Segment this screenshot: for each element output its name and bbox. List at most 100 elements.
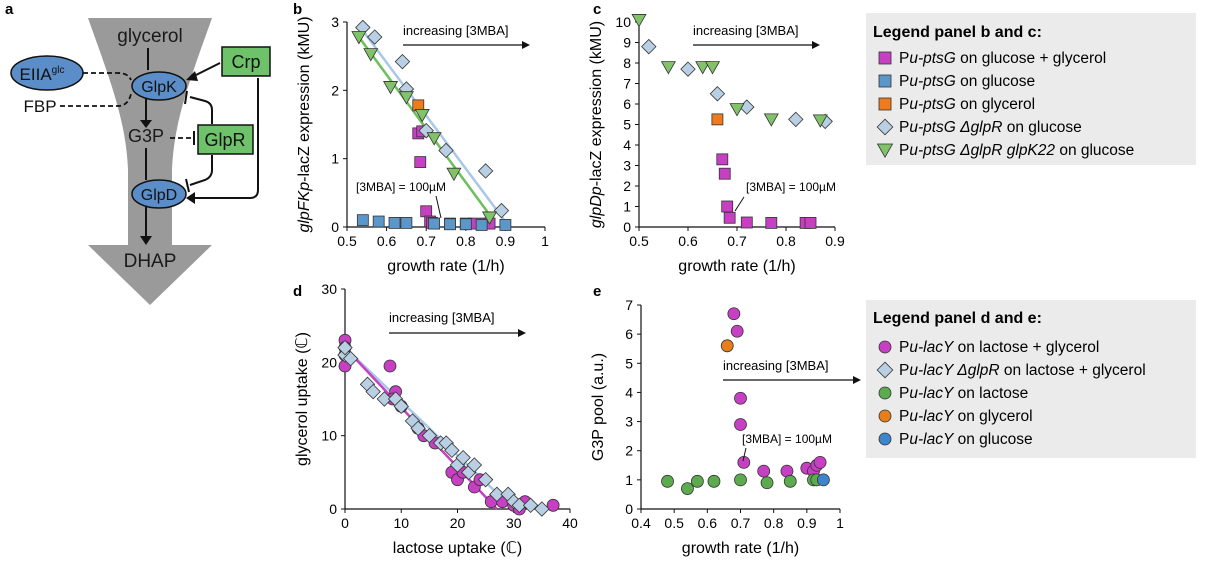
mba100-pointer-b	[435, 195, 442, 219]
data-point-b-3	[493, 202, 510, 219]
legend-bc-item-pre: P	[899, 50, 909, 67]
legend-de-item-rest: on lactose	[953, 385, 1028, 402]
legend-de-item-rest: on glycerol	[953, 408, 1032, 425]
y-tick-label-e: 5	[625, 355, 633, 371]
data-point-b-3	[438, 142, 454, 159]
legend-bc-marker	[878, 51, 892, 65]
data-point-c-0	[804, 216, 817, 229]
data-point-c-0	[740, 216, 753, 229]
legend-de-item-rest: on glucose	[953, 431, 1032, 448]
eiia-label-main: EIIA	[20, 65, 53, 84]
data-point-d-1	[444, 442, 460, 459]
x-tick-label-e: 0.4	[631, 515, 651, 531]
crp-node	[221, 46, 271, 77]
x-tick-label-e: 0.8	[764, 515, 784, 531]
data-point-b-1	[444, 218, 456, 231]
increasing-label-b: increasing [3MBA]	[403, 23, 509, 38]
legend-bc-item-pre: P	[899, 96, 909, 113]
legend-de: Legend panel d and e: Pu-lacY on lactose…	[866, 300, 1196, 458]
arrowhead-crp-glpk	[186, 71, 198, 81]
data-point-e-1	[661, 474, 674, 488]
glpr-label: GlpR	[204, 130, 245, 150]
x-tick-label-e: 0.5	[664, 515, 684, 531]
data-point-c-3	[631, 14, 647, 28]
x-tick-label-b: 0.7	[416, 233, 436, 249]
data-point-c-0	[716, 153, 729, 166]
data-point-c-0	[723, 211, 736, 224]
data-point-b-4	[351, 31, 367, 45]
x-tick-label-d: 40	[562, 515, 578, 531]
data-point-c-3	[660, 61, 676, 75]
legend-de-item-pre: P	[899, 431, 909, 448]
data-point-d-1	[466, 457, 483, 473]
panel-letter-d: d	[293, 283, 302, 300]
increasing-arrowhead-c	[812, 41, 820, 49]
fbp-label: FBP	[23, 97, 56, 116]
legend-de-item-label: Pu-lacY on lactose + glycerol	[899, 339, 1099, 356]
data-point-d-1	[489, 486, 505, 503]
legend-de-title: Legend panel d and e:	[873, 310, 1042, 327]
panel-letter-a: a	[5, 1, 14, 18]
data-point-e-0	[727, 307, 741, 321]
legend-bc-marker	[876, 143, 894, 159]
y-tick-label-d: 0	[329, 501, 337, 517]
data-point-d-1	[522, 497, 539, 514]
x-tick-label-d: 10	[393, 515, 409, 531]
y-tick-label-d: 20	[321, 354, 337, 370]
eiia-label-sup: glc	[52, 65, 65, 76]
increasing-label-c: increasing [3MBA]	[693, 23, 799, 38]
y-tick-label-b: 2	[331, 82, 339, 98]
legend-de-item-italic: u-lacY	[909, 339, 955, 356]
y-tick-label-e: 4	[625, 384, 633, 400]
y-tick-label-c: 2	[623, 178, 631, 194]
legend-de-item-italic: u-lacY	[909, 385, 955, 402]
y-tick-label-e: 3	[625, 414, 633, 430]
y-tick-label-c: 3	[623, 158, 631, 174]
y-axis-label-italic-b: glpFKp	[296, 182, 313, 233]
legend-bc-item-italic: u-ptsG	[909, 50, 956, 67]
y-axis-label-rest-c: -lacZ expression (kMU)	[588, 21, 605, 186]
legend-bc-marker	[876, 118, 894, 136]
chart-panel-e: 0.4 0.5 0.6 0.7 0.8 0.9 1 0 1 2 3 4 5 6 7 growth rate (…	[590, 297, 844, 557]
glycerol-label: glycerol	[117, 26, 182, 47]
legend-bc-item-label: Pu-ptsG on glucose + glycerol	[899, 50, 1106, 67]
y-tick-label-b: 0	[331, 219, 339, 235]
data-point-d-1	[421, 427, 438, 444]
data-point-b-1	[475, 219, 488, 231]
legend-bc-item-rest: on glucose + glycerol	[956, 50, 1106, 67]
legend-bc-item-italic: u-ptsG	[909, 73, 956, 90]
data-point-c-0	[765, 216, 778, 229]
legend-de-item-pre: P	[899, 339, 909, 356]
legend-bc-item-pre: P	[899, 73, 909, 90]
x-tick-label-c: 0.7	[727, 233, 747, 249]
legend-de-bg	[866, 300, 1196, 458]
mba100-pointer-c	[734, 196, 745, 212]
legend-de-item-rest: on lactose + glycerol	[953, 339, 1099, 356]
legend-de-marker	[878, 386, 892, 400]
legend-de-marker	[878, 432, 892, 446]
increasing-arrowhead-e	[853, 376, 861, 384]
data-point-c-2	[641, 38, 657, 55]
data-point-c-2	[680, 61, 696, 77]
y-axis-label-italic-c: glpDp	[588, 186, 605, 228]
data-point-c-0	[721, 200, 734, 213]
legend-bc-item-italic: u-ptsG	[909, 96, 956, 113]
data-point-d-1	[455, 449, 471, 466]
legend-bc-item-rest: on glucose	[956, 73, 1035, 90]
data-point-b-1	[388, 216, 401, 229]
y-tick-label-c: 8	[623, 55, 631, 71]
data-point-b-1	[400, 216, 413, 229]
legend-bc: Legend panel b and c: Pu-ptsG on glucose…	[866, 13, 1196, 165]
legend-de-marker	[878, 340, 892, 354]
y-axis-label-rest-b: -lacZ expression (kMU)	[296, 16, 313, 181]
legend-bc-item-italic: u-ptsG ΔglpR	[909, 119, 1002, 136]
edge-eiia-glpk	[83, 72, 132, 81]
data-point-b-1	[372, 215, 385, 228]
data-point-d-1	[342, 350, 359, 367]
legend-de-item-label: Pu-lacY on lactose	[899, 385, 1028, 402]
legend-bc-bg	[866, 13, 1196, 165]
arrowhead-dhap	[140, 236, 152, 245]
y-tick-label-c: 6	[623, 96, 631, 112]
data-point-e-3	[817, 473, 830, 487]
x-tick-label-e: 0.9	[797, 515, 817, 531]
